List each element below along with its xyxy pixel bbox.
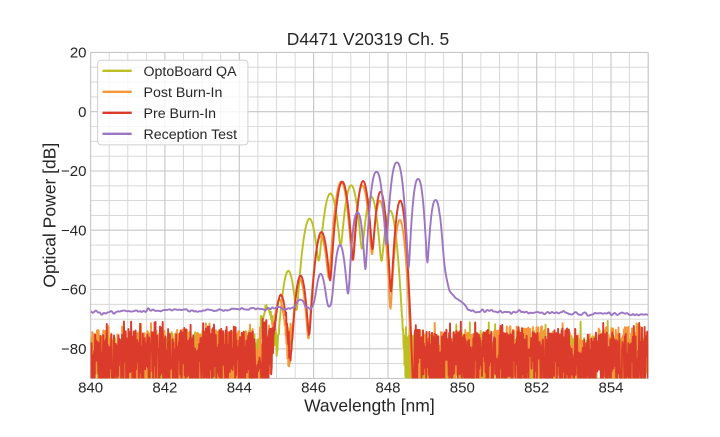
svg-text:20: 20 xyxy=(70,45,87,62)
svg-text:Optical Power [dB]: Optical Power [dB] xyxy=(40,143,60,288)
svg-text:−80: −80 xyxy=(61,341,86,358)
svg-text:840: 840 xyxy=(78,380,103,397)
svg-text:Wavelength [nm]: Wavelength [nm] xyxy=(304,396,435,416)
svg-text:Pre Burn-In: Pre Burn-In xyxy=(144,106,217,122)
svg-text:0: 0 xyxy=(78,104,86,121)
svg-text:−40: −40 xyxy=(61,222,86,239)
svg-text:−20: −20 xyxy=(61,163,86,180)
svg-text:852: 852 xyxy=(524,380,549,397)
svg-text:−60: −60 xyxy=(61,282,86,299)
svg-text:848: 848 xyxy=(375,380,400,397)
svg-text:D4471 V20319 Ch. 5: D4471 V20319 Ch. 5 xyxy=(287,29,449,49)
svg-text:Reception Test: Reception Test xyxy=(144,127,238,143)
svg-text:842: 842 xyxy=(152,380,177,397)
svg-text:844: 844 xyxy=(227,380,252,397)
svg-text:854: 854 xyxy=(598,380,623,397)
svg-text:OptoBoard QA: OptoBoard QA xyxy=(144,64,238,80)
svg-text:Post Burn-In: Post Burn-In xyxy=(144,85,223,101)
svg-text:850: 850 xyxy=(450,380,475,397)
svg-text:846: 846 xyxy=(301,380,326,397)
